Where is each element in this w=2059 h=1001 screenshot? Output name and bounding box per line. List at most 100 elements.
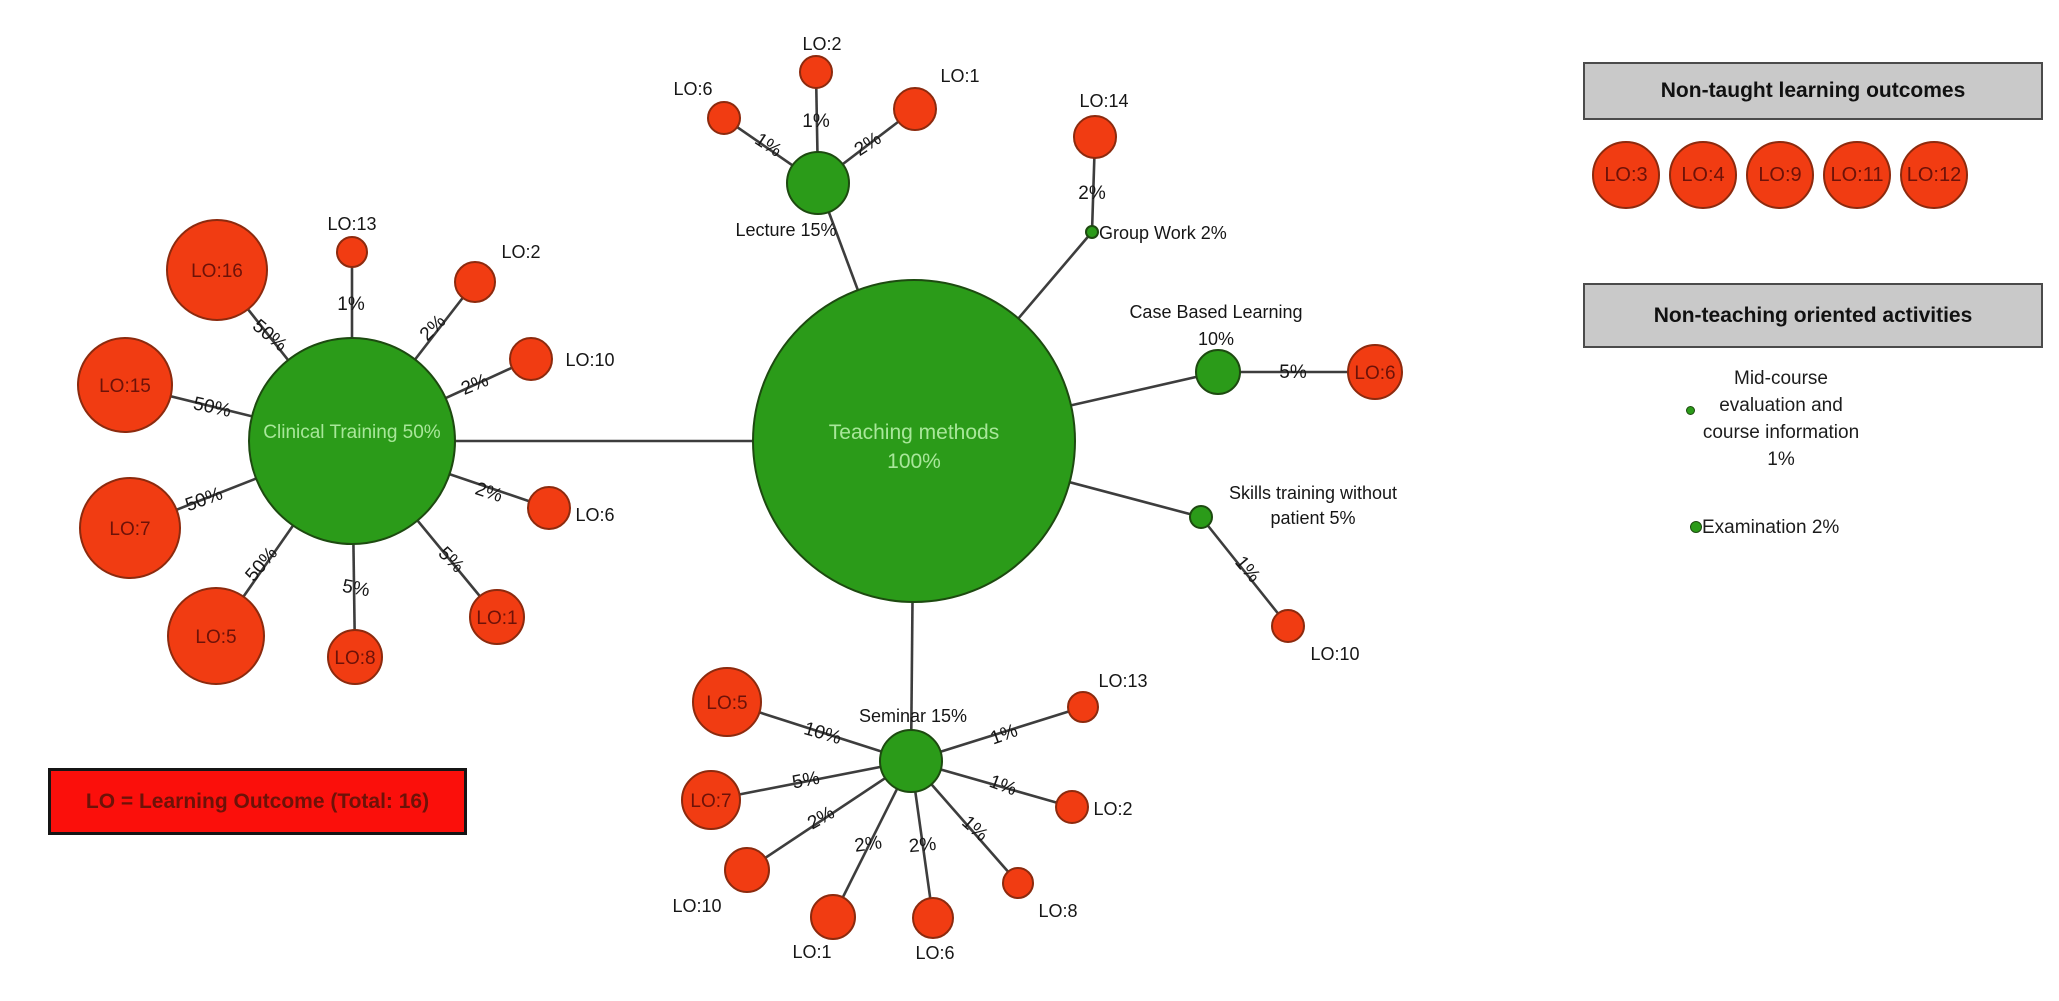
non-taught-outcome-5: LO:12: [1900, 141, 1968, 209]
edge-groupwork-lo14-weight: 2%: [1078, 183, 1106, 204]
node-cl_lo6-circle: [527, 486, 571, 530]
node-cl_lo13-label: LO:13: [327, 214, 376, 234]
node-teaching-circle: [752, 279, 1076, 603]
node-casebased-circle: [1195, 349, 1241, 395]
node-cl_lo1-label: LO:1: [476, 608, 517, 629]
node-cl_lo16-label: LO:16: [191, 261, 243, 282]
node-cl_lo10-label: LO:10: [565, 350, 614, 370]
node-cl_lo2-circle: [454, 261, 496, 303]
node-lo14-circle: [1073, 115, 1117, 159]
non-taught-outcomes-row: LO:3 LO:4 LO:9 LO:11 LO:12: [1592, 141, 1968, 209]
edge-seminar-sem_lo6-weight: 2%: [908, 834, 937, 857]
edge-clinical-cl_lo7-weight: 50%: [183, 483, 226, 516]
edge-seminar-sem_lo13-weight: 1%: [988, 720, 1021, 749]
node-skills-circle: [1189, 505, 1213, 529]
node-cl_lo7-circle: [79, 477, 181, 579]
node-seminar-label: Seminar 15%: [859, 706, 967, 726]
edge-clinical-cl_lo2-weight: 2%: [416, 311, 450, 345]
lo-legend-box: LO = Learning Outcome (Total: 16): [48, 768, 467, 835]
non-taught-outcome-2: LO:4: [1669, 141, 1737, 209]
node-lec_lo6-label: LO:6: [673, 79, 712, 99]
node-sem_lo1-label: LO:1: [792, 942, 831, 962]
node-sem_lo7-circle: [681, 770, 741, 830]
node-sem_lo8-circle: [1002, 867, 1034, 899]
node-cl_lo6-label: LO:6: [575, 505, 614, 525]
edge-clinical-cl_lo16-weight: 50%: [248, 316, 291, 357]
edge-lecture-lec_lo1-weight: 2%: [851, 128, 886, 161]
edge-skills-sk_lo10-weight: 1%: [1230, 552, 1264, 587]
node-lec_lo6-circle: [707, 101, 741, 135]
mid-course-line-1: Mid-course: [1734, 368, 1828, 389]
node-cb_lo6-label: LO:6: [1354, 363, 1395, 384]
examination-dot-icon: [1690, 521, 1702, 533]
edge-clinical-cl_lo15-weight: 50%: [191, 393, 233, 421]
node-lecture-label: Lecture 15%: [735, 220, 836, 240]
node-sem_lo1-circle: [810, 894, 856, 940]
node-sem_lo13-circle: [1067, 691, 1099, 723]
node-lec_lo2-circle: [799, 55, 833, 89]
node-lec_lo2-label: LO:2: [802, 34, 841, 54]
node-teaching-label: Teaching methods 100%: [829, 421, 999, 473]
edge-seminar-sem_lo1-weight: 2%: [853, 832, 883, 857]
edge-seminar-sem_lo2-weight: 1%: [986, 771, 1019, 800]
node-lecture-circle: [786, 151, 850, 215]
examination-label: Examination 2%: [1702, 517, 1840, 538]
node-sem_lo8-label: LO:8: [1038, 901, 1077, 921]
node-casebased-label: Case Based Learning 10%: [1129, 302, 1302, 349]
node-sk_lo10-circle: [1271, 609, 1305, 643]
non-taught-outcome-4: LO:11: [1823, 141, 1891, 209]
node-lo14-label: LO:14: [1079, 91, 1128, 111]
node-groupwork-circle: [1085, 225, 1099, 239]
non-teaching-activities-header: Non-teaching oriented activities: [1583, 283, 2043, 348]
node-cl_lo5-circle: [167, 587, 265, 685]
node-sem_lo5-circle: [692, 667, 762, 737]
edge-seminar-sem_lo7: [710, 759, 912, 802]
node-clinical-circle: [248, 337, 456, 545]
node-cl_lo7-label: LO:7: [109, 519, 150, 540]
edge-seminar-sem_lo10: [746, 759, 912, 872]
node-lec_lo1-label: LO:1: [940, 66, 979, 86]
node-lec_lo1-circle: [893, 87, 937, 131]
mid-course-evaluation-label: Mid-course evaluation and course informa…: [1676, 365, 1886, 473]
node-sem_lo2-label: LO:2: [1093, 799, 1132, 819]
node-sem_lo7-label: LO:7: [690, 791, 731, 812]
edge-casebased-cb_lo6-weight: 5%: [1279, 362, 1307, 383]
node-cl_lo5-label: LO:5: [195, 627, 236, 648]
node-cl_lo8-label: LO:8: [334, 648, 375, 669]
edge-seminar-sem_lo5-weight: 10%: [801, 718, 843, 749]
node-seminar-circle: [879, 729, 943, 793]
node-cb_lo6-circle: [1347, 344, 1403, 400]
node-cl_lo8-circle: [327, 629, 383, 685]
node-sem_lo6-label: LO:6: [915, 943, 954, 963]
node-sem_lo13-label: LO:13: [1098, 671, 1147, 691]
mid-course-line-3: course information: [1702, 422, 1860, 443]
non-taught-outcome-3: LO:9: [1746, 141, 1814, 209]
mid-course-line-2: evaluation and: [1719, 395, 1843, 416]
node-cl_lo13-circle: [336, 236, 368, 268]
mid-course-evaluation-dot-icon: [1686, 406, 1695, 415]
node-cl_lo1-circle: [469, 589, 525, 645]
node-cl_lo2-label: LO:2: [501, 242, 540, 262]
non-taught-outcomes-header: Non-taught learning outcomes: [1583, 62, 2043, 120]
node-sem_lo6-circle: [912, 897, 954, 939]
edge-skills-sk_lo10: [1199, 516, 1290, 627]
node-groupwork-label: Group Work 2%: [1099, 223, 1227, 243]
node-clinical-label: Clinical Training 50%: [263, 422, 441, 443]
mid-course-line-4: 1%: [1767, 449, 1795, 470]
node-cl_lo15-label: LO:15: [99, 376, 151, 397]
node-cl_lo15-circle: [77, 337, 173, 433]
node-sem_lo10-circle: [724, 847, 770, 893]
edge-clinical-cl_lo10-weight: 2%: [458, 370, 491, 400]
node-cl_lo10-circle: [509, 337, 553, 381]
edge-lecture-lec_lo2-weight: 1%: [802, 111, 830, 132]
edge-clinical-cl_lo6-weight: 2%: [472, 479, 505, 507]
edge-seminar-sem_lo8-weight: 1%: [957, 812, 992, 846]
non-taught-outcome-1: LO:3: [1592, 141, 1660, 209]
node-sk_lo10-label: LO:10: [1310, 644, 1359, 664]
node-cl_lo16-circle: [166, 219, 268, 321]
graph-nodes: [77, 55, 1403, 940]
edge-clinical-cl_lo13-weight: 1%: [337, 294, 365, 315]
node-sem_lo10-label: LO:10: [672, 896, 721, 916]
